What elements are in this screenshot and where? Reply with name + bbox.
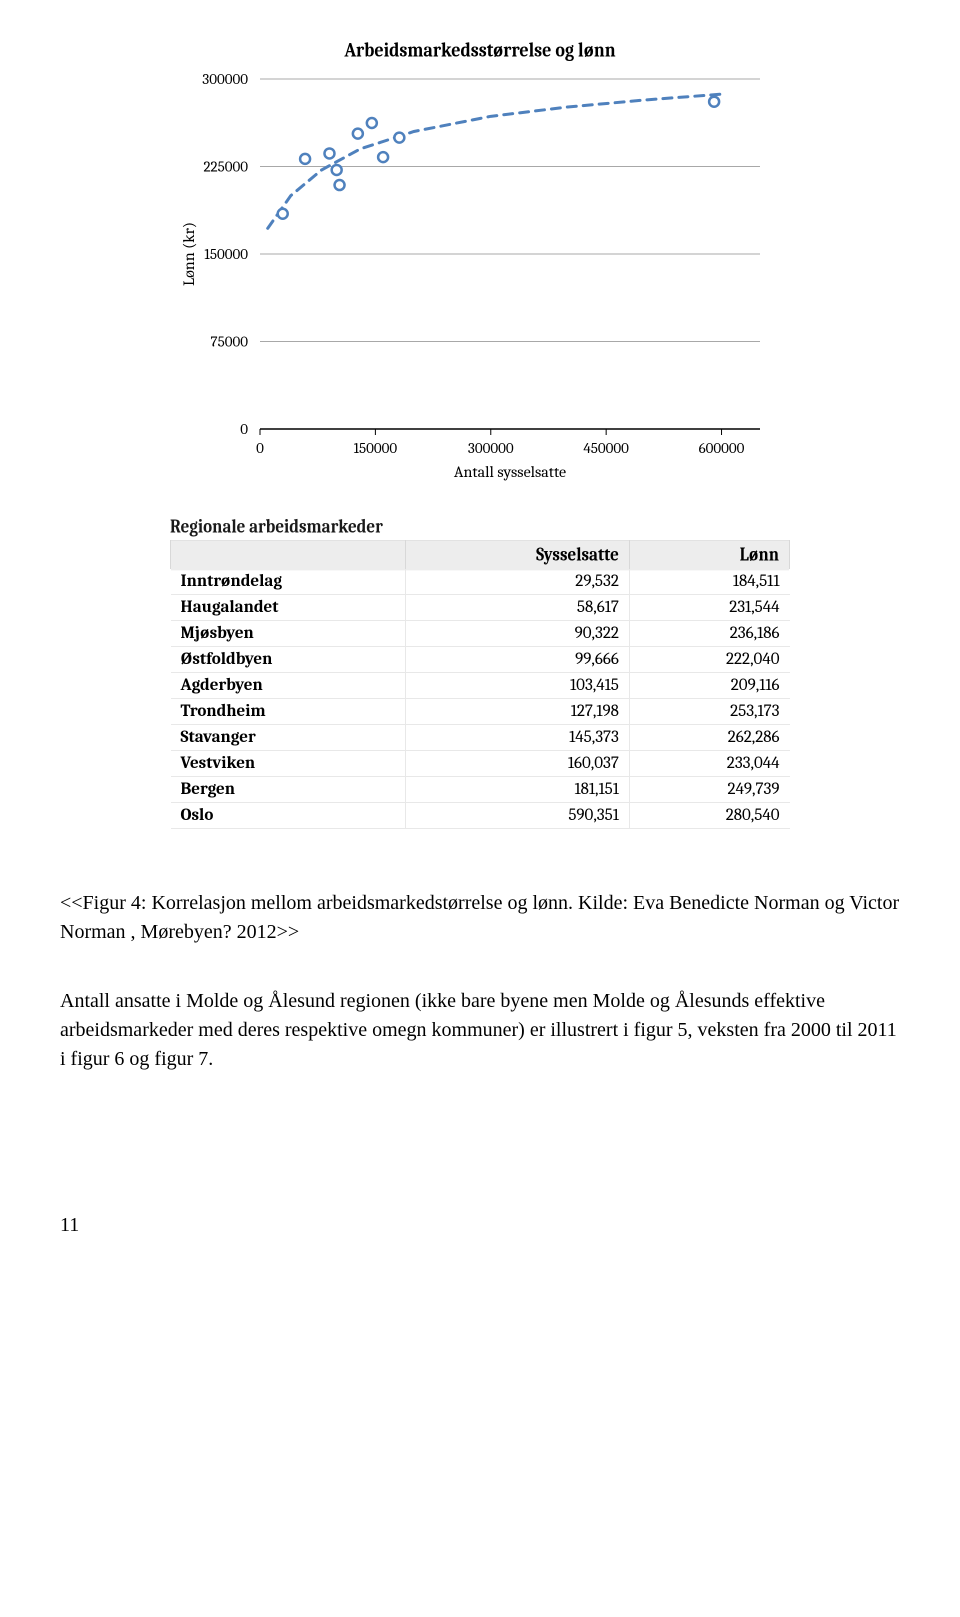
table-container: Regionale arbeidsmarkeder SysselsatteLøn… bbox=[170, 519, 790, 829]
body-paragraph: Antall ansatte i Molde og Ålesund region… bbox=[60, 987, 900, 1074]
cell-value: 253,173 bbox=[629, 699, 789, 725]
row-label: Haugalandet bbox=[171, 595, 406, 621]
cell-value: 231,544 bbox=[629, 595, 789, 621]
table-row: Agderbyen103,415209,116 bbox=[171, 673, 790, 699]
row-label: Agderbyen bbox=[171, 673, 406, 699]
row-label: Mjøsbyen bbox=[171, 621, 406, 647]
cell-value: 127,198 bbox=[406, 699, 630, 725]
table-row: Vestviken160,037233,044 bbox=[171, 751, 790, 777]
svg-text:600000: 600000 bbox=[699, 439, 745, 457]
row-label: Vestviken bbox=[171, 751, 406, 777]
cell-value: 145,373 bbox=[406, 725, 630, 751]
cell-value: 236,186 bbox=[629, 621, 789, 647]
table-row: Mjøsbyen90,322236,186 bbox=[171, 621, 790, 647]
cell-value: 29,532 bbox=[406, 569, 630, 595]
row-label: Stavanger bbox=[171, 725, 406, 751]
data-table: SysselsatteLønnInntrøndelag29,532184,511… bbox=[170, 540, 790, 829]
page-number: 11 bbox=[60, 1214, 900, 1237]
cell-value: 99,666 bbox=[406, 647, 630, 673]
cell-value: 249,739 bbox=[629, 777, 789, 803]
table-row: Haugalandet58,617231,544 bbox=[171, 595, 790, 621]
cell-value: 103,415 bbox=[406, 673, 630, 699]
table-row: Trondheim127,198253,173 bbox=[171, 699, 790, 725]
chart-container: Arbeidsmarkedsstørrelse og lønn 0 75000 15… bbox=[170, 40, 790, 489]
svg-text:150000: 150000 bbox=[204, 245, 248, 263]
scatter-chart: 0 75000 150000 225000 300000 0 150000 300000 450… bbox=[170, 69, 790, 489]
svg-text:150000: 150000 bbox=[354, 439, 398, 457]
table-row: Oslo590,351280,540 bbox=[171, 803, 790, 829]
svg-text:Antall sysselsatte: Antall sysselsatte bbox=[454, 463, 566, 481]
cell-value: 58,617 bbox=[406, 595, 630, 621]
row-label: Oslo bbox=[171, 803, 406, 829]
svg-text:75000: 75000 bbox=[211, 333, 249, 351]
svg-text:300000: 300000 bbox=[202, 70, 248, 88]
cell-value: 590,351 bbox=[406, 803, 630, 829]
figure-citation: <<Figur 4: Korrelasjon mellom arbeidsmar… bbox=[60, 889, 900, 947]
table-row: Østfoldbyen99,666222,040 bbox=[171, 647, 790, 673]
row-label: Bergen bbox=[171, 777, 406, 803]
cell-value: 90,322 bbox=[406, 621, 630, 647]
cell-value: 280,540 bbox=[629, 803, 789, 829]
table-caption: Regionale arbeidsmarkeder bbox=[170, 517, 790, 538]
row-label: Inntrøndelag bbox=[171, 569, 406, 595]
cell-value: 160,037 bbox=[406, 751, 630, 777]
table-row: Inntrøndelag29,532184,511 bbox=[171, 569, 790, 595]
cell-value: 233,044 bbox=[629, 751, 789, 777]
table-row: Stavanger145,373262,286 bbox=[171, 725, 790, 751]
svg-text:450000: 450000 bbox=[583, 439, 629, 457]
column-header bbox=[171, 539, 406, 570]
row-label: Trondheim bbox=[171, 699, 406, 725]
column-header: Lønn bbox=[629, 539, 789, 570]
cell-value: 222,040 bbox=[629, 647, 789, 673]
cell-value: 184,511 bbox=[629, 569, 789, 595]
cell-value: 262,286 bbox=[629, 725, 789, 751]
svg-text:0: 0 bbox=[256, 439, 264, 457]
cell-value: 209,116 bbox=[629, 673, 789, 699]
chart-title: Arbeidsmarkedsstørrelse og lønn bbox=[170, 39, 790, 62]
svg-text:300000: 300000 bbox=[468, 439, 514, 457]
cell-value: 181,151 bbox=[406, 777, 630, 803]
svg-text:0: 0 bbox=[240, 420, 248, 438]
svg-text:Lønn (kr): Lønn (kr) bbox=[180, 222, 198, 286]
row-label: Østfoldbyen bbox=[171, 647, 406, 673]
column-header: Sysselsatte bbox=[406, 539, 630, 570]
svg-text:225000: 225000 bbox=[203, 158, 248, 176]
table-row: Bergen181,151249,739 bbox=[171, 777, 790, 803]
